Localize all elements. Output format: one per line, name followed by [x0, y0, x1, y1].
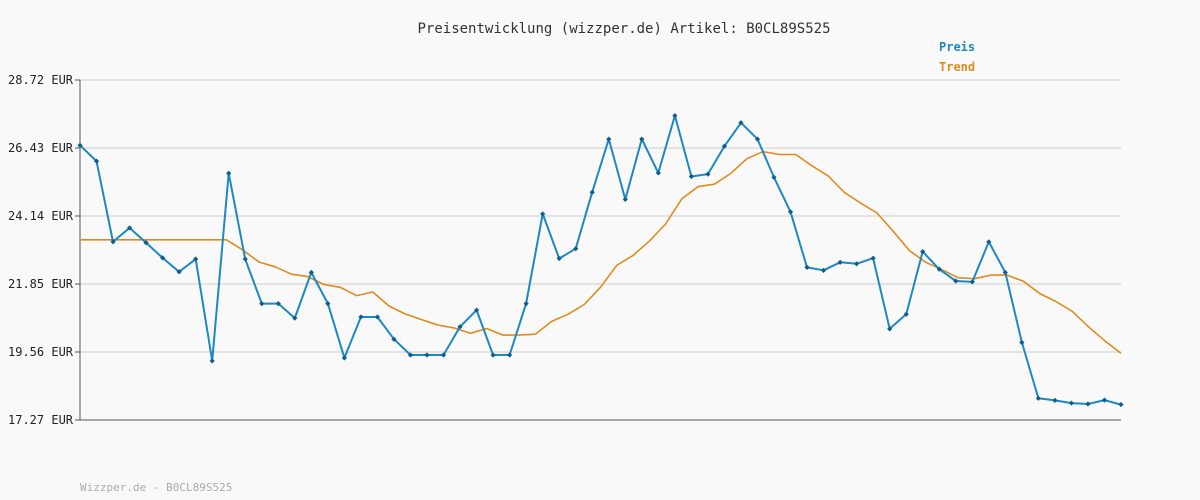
data-point: [804, 264, 810, 270]
data-point: [705, 171, 711, 177]
series-line-preis: [79, 114, 1122, 406]
data-point: [1085, 401, 1091, 407]
data-point: [1118, 401, 1124, 408]
data-point: [1035, 395, 1041, 401]
data-point: [936, 266, 942, 272]
data-point: [110, 239, 116, 245]
data-point: [440, 352, 447, 358]
data-point: [226, 170, 232, 176]
data-point: [259, 300, 265, 307]
y-tick-label: 19.56 EUR: [8, 345, 74, 359]
y-tick-label: 21.85 EUR: [8, 277, 74, 291]
data-point: [1052, 397, 1058, 404]
legend-preis: Preis: [939, 40, 975, 54]
data-point: [143, 240, 149, 246]
data-point: [93, 158, 100, 164]
data-point: [622, 196, 628, 202]
data-point: [953, 278, 959, 284]
data-point: [473, 307, 480, 313]
data-point: [787, 209, 794, 215]
chart-title: Preisentwicklung (wizzper.de) Artikel: B…: [417, 21, 830, 37]
data-point: [325, 300, 331, 307]
data-point: [308, 269, 314, 276]
data-point: [1101, 397, 1108, 403]
data-point: [424, 352, 430, 358]
data-point: [754, 136, 761, 142]
data-point: [639, 136, 645, 142]
data-point: [556, 255, 562, 262]
data-point: [176, 269, 182, 275]
data-point: [655, 170, 661, 176]
data-point: [242, 256, 248, 262]
data-point: [1019, 339, 1025, 346]
data-point: [837, 259, 843, 265]
data-point: [523, 300, 529, 307]
data-point: [672, 113, 678, 119]
data-point: [920, 249, 926, 255]
y-tick-label: 17.27 EUR: [8, 413, 74, 427]
data-point: [721, 143, 728, 149]
y-axis-ticks: 28.72 EUR 26.43 EUR 24.14 EUR 21.85 EUR 19.5…: [8, 73, 80, 427]
data-point: [1002, 269, 1008, 276]
data-point: [374, 314, 381, 320]
data-point: [854, 261, 860, 267]
data-point: [540, 211, 546, 217]
data-point: [77, 142, 83, 148]
data-point: [771, 174, 777, 180]
series-line-trend: [80, 150, 1122, 354]
data-point: [820, 267, 827, 273]
y-tick-label: 28.72 EUR: [8, 73, 74, 87]
data-point: [209, 358, 215, 364]
data-point: [507, 352, 513, 358]
data-point: [160, 255, 166, 261]
data-point: [275, 300, 281, 307]
data-point: [292, 315, 298, 321]
data-point: [688, 173, 694, 180]
data-point: [986, 239, 992, 245]
data-point: [969, 279, 975, 285]
data-point: [457, 324, 463, 330]
data-point: [1068, 400, 1075, 406]
data-point: [193, 256, 199, 262]
data-point: [573, 246, 579, 252]
data-point: [407, 352, 414, 358]
data-point: [490, 352, 496, 358]
data-point: [903, 311, 909, 317]
data-point: [126, 225, 133, 231]
data-point: [887, 326, 893, 332]
y-tick-label: 24.14 EUR: [8, 209, 74, 223]
series-group: [77, 113, 1124, 408]
footer-text: Wizzper.de - B0CL89S525: [80, 481, 232, 494]
y-tick-label: 26.43 EUR: [8, 141, 74, 155]
data-point: [606, 136, 612, 142]
data-point: [341, 355, 347, 361]
data-point: [391, 336, 397, 342]
data-point: [738, 120, 744, 126]
data-point: [358, 314, 364, 320]
data-point: [589, 189, 595, 195]
data-point: [870, 255, 876, 261]
legend-trend: Trend: [939, 60, 975, 74]
